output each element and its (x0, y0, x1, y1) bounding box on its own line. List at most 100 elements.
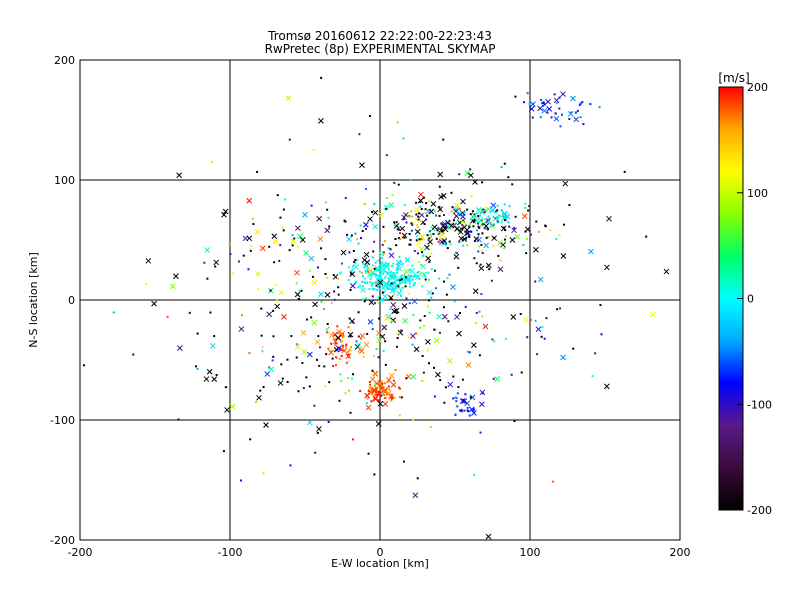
data-point-dot (347, 389, 350, 392)
data-point-cross (324, 227, 331, 234)
data-point-dot (417, 212, 420, 215)
data-point-dot (262, 386, 265, 389)
data-point-dot (466, 350, 469, 353)
y-tick-label: 200 (54, 54, 75, 67)
data-point-dot (438, 214, 441, 217)
data-point-cross (277, 380, 284, 386)
data-point-dot (459, 409, 462, 412)
data-point-dot (450, 191, 453, 194)
data-point-dot (335, 341, 338, 344)
data-point-dot (339, 271, 342, 274)
data-point-dot (421, 238, 424, 241)
data-point-cross (256, 394, 262, 401)
data-point-dot (550, 116, 553, 119)
data-point-dot (527, 209, 530, 212)
y-tick-label: -200 (50, 534, 75, 547)
data-point-dot (488, 235, 491, 238)
data-point-dot (443, 401, 446, 404)
data-point-dot (434, 287, 437, 290)
data-point-dot (313, 404, 316, 407)
colorbar-label: [m/s] (718, 71, 749, 85)
data-point-dot (491, 338, 494, 341)
data-point-dot (373, 240, 376, 243)
data-point-dot (240, 479, 243, 482)
data-point-cross (387, 283, 394, 289)
data-point-dot (247, 268, 250, 271)
data-point-dot (408, 232, 411, 235)
data-point-dot (398, 279, 401, 282)
data-point-dot (568, 204, 571, 207)
data-point-cross (254, 229, 261, 235)
data-point-dot (427, 362, 430, 365)
data-point-dot (525, 237, 528, 240)
data-point-dot (419, 205, 422, 208)
data-point-dot (444, 225, 447, 228)
data-point-cross (367, 318, 374, 325)
data-point-dot (562, 223, 565, 226)
data-point-dot (540, 335, 543, 338)
data-point-cross (238, 326, 245, 332)
data-point-cross (482, 323, 489, 330)
data-point-dot (412, 314, 415, 317)
data-point-dot (420, 263, 423, 266)
data-point-dot (416, 226, 419, 229)
data-point-cross (345, 353, 352, 359)
data-point-dot (401, 286, 404, 289)
data-point-dot (327, 216, 330, 219)
data-point-cross (316, 215, 323, 222)
data-point-dot (409, 179, 412, 182)
data-point-dot (399, 232, 402, 235)
data-point-dot (422, 254, 425, 257)
data-point-cross (383, 204, 389, 211)
data-point-dot (381, 298, 384, 301)
data-point-dot (323, 308, 326, 311)
data-point-dot (386, 197, 389, 200)
data-point-cross (311, 319, 318, 326)
data-point-dot (574, 111, 577, 114)
data-point-cross (401, 303, 408, 309)
data-point-dot (295, 282, 298, 285)
data-point-dot (477, 250, 480, 253)
data-point-dot (280, 363, 283, 366)
data-point-dot (377, 356, 380, 359)
data-point-dot (279, 216, 282, 219)
data-point-dot (333, 298, 336, 301)
data-point-cross (324, 292, 331, 298)
data-point-dot (308, 385, 311, 388)
data-point-dot (320, 247, 323, 250)
data-point-cross (447, 381, 454, 388)
data-point-dot (396, 271, 399, 274)
data-point-dot (496, 216, 499, 219)
data-point-dot (423, 324, 426, 327)
data-point-dot (468, 225, 471, 228)
data-point-dot (366, 397, 369, 400)
data-point-cross (390, 302, 397, 308)
data-point-dot (473, 219, 476, 222)
data-point-cross (358, 348, 365, 354)
data-point-dot (478, 310, 481, 313)
data-point-dot (348, 317, 351, 320)
data-point-dot (367, 390, 370, 393)
data-point-cross (418, 246, 425, 252)
data-point-dot (460, 410, 463, 413)
data-point-dot (438, 331, 441, 334)
data-point-dot (477, 215, 480, 218)
data-point-dot (534, 319, 537, 322)
data-point-cross (376, 337, 382, 343)
data-point-cross (530, 101, 536, 108)
data-point-cross (272, 238, 279, 245)
data-point-dot (498, 214, 501, 217)
data-point-dot (439, 237, 442, 240)
data-point-cross (375, 420, 382, 427)
data-point-dot (260, 334, 263, 337)
data-point-cross (514, 233, 521, 240)
data-point-dot (570, 111, 573, 114)
data-point-dot (410, 222, 413, 225)
data-point-cross (457, 229, 464, 235)
data-point-cross (314, 339, 321, 345)
data-point-dot (362, 356, 365, 359)
data-point-dot (320, 76, 323, 79)
data-point-dot (389, 248, 392, 251)
data-point-cross (359, 333, 366, 339)
data-point-cross (372, 223, 379, 230)
